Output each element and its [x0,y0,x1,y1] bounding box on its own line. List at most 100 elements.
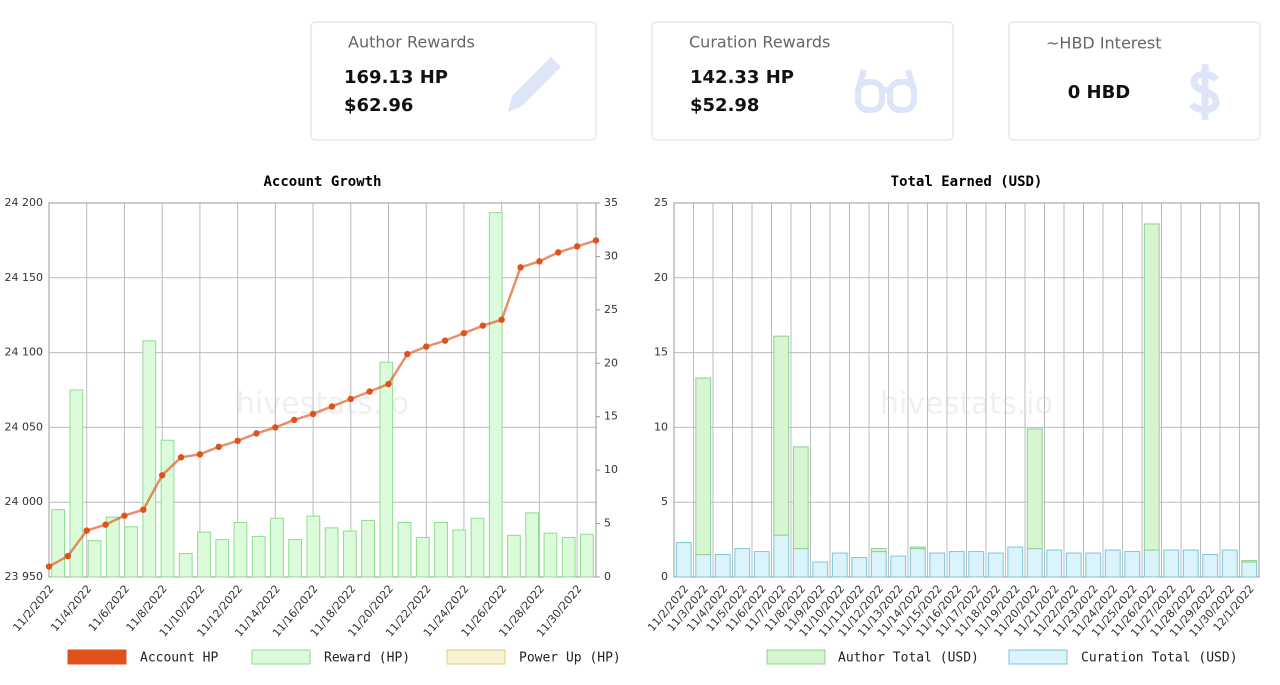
bar [51,509,65,578]
card-value: 0 HBD [1068,82,1131,103]
card [310,21,597,141]
point [140,506,147,513]
bar-segment [1104,549,1121,578]
bar [452,529,467,578]
point [253,430,260,437]
y-tick-label: 20 [654,271,668,284]
point [479,322,487,329]
legend-swatch [766,649,826,665]
bar-segment [890,555,907,578]
bar [488,212,503,578]
bar [379,361,394,578]
point [328,403,336,410]
y2-tick-label: 20 [604,356,618,369]
bar [178,552,193,578]
y-tick-label: 23 950 [5,570,44,583]
point [592,237,600,244]
point [45,563,53,570]
point [385,380,392,388]
point [121,512,128,519]
cards: Author Rewards 169.13 HP $62.96 Curation… [310,21,1261,141]
bar [324,527,339,578]
bar-segment [1241,560,1258,563]
bar-segment [714,554,731,578]
bar-segment [1163,549,1180,578]
glasses-icon [855,69,917,113]
y2-tick-label: 15 [604,410,618,423]
point [196,451,204,458]
legend-swatch [67,649,127,665]
plot-border [48,202,597,578]
point [573,243,581,250]
legend-swatch [446,649,506,665]
bar-segment [987,552,1004,578]
card-value: 142.33 HP [690,67,794,88]
point [158,472,166,479]
bar [251,535,266,578]
y-tick-label: 24 000 [5,495,44,508]
bar [160,439,175,578]
point [536,258,543,265]
bar-segment [675,542,692,578]
bar-segment [1143,223,1160,551]
dollar-icon [1188,64,1220,120]
y-tick-label: 10 [654,420,668,433]
bar [470,517,485,578]
bar [105,516,120,578]
legend-label: Author Total (USD) [838,651,979,666]
bar-segment [1065,552,1082,578]
bar-segment [1221,549,1238,578]
bar-segment [695,554,712,578]
point [291,416,298,424]
point [102,521,109,528]
point [347,395,354,403]
bar [87,540,102,578]
y-tick-label: 5 [661,495,668,508]
y-tick-label: 0 [661,570,668,583]
bar-segment [753,551,770,578]
y2-tick-label: 5 [604,517,611,530]
bar [434,522,448,578]
point [404,350,411,358]
point [83,527,90,534]
bar-segment [1143,549,1160,578]
y-tick-label: 25 [654,196,668,209]
bar-segment [792,548,809,578]
bar [124,526,138,578]
y2-tick-label: 0 [604,570,611,583]
bar-segment [851,557,868,578]
bar [233,522,248,578]
chart-title: Account Growth [263,174,381,190]
chart-title: Total Earned (USD) [891,174,1043,190]
point [272,424,279,431]
y-tick-label: 15 [654,346,668,359]
bar-segment [1124,551,1141,578]
bar-segment [831,552,848,578]
bar [288,539,303,578]
bar-segment [773,335,790,536]
y2-tick-label: 10 [604,463,618,476]
bar [306,515,321,578]
bar [507,534,521,578]
point [423,343,430,350]
bar-segment [1007,546,1024,578]
bar [415,536,430,578]
y2-tick-label: 30 [604,249,618,262]
point [309,410,317,418]
bar-segment [1026,548,1043,578]
point [517,264,524,271]
bar [142,340,157,578]
bar [342,530,357,578]
bar-segment [870,548,887,553]
card-value: $52.98 [690,95,759,116]
point [64,552,72,560]
line [48,239,597,568]
point [366,388,373,395]
bar-segment [1241,561,1258,578]
bar-segment [1046,549,1063,578]
card-title: Curation Rewards [689,33,830,52]
bar-segment [1182,549,1199,578]
